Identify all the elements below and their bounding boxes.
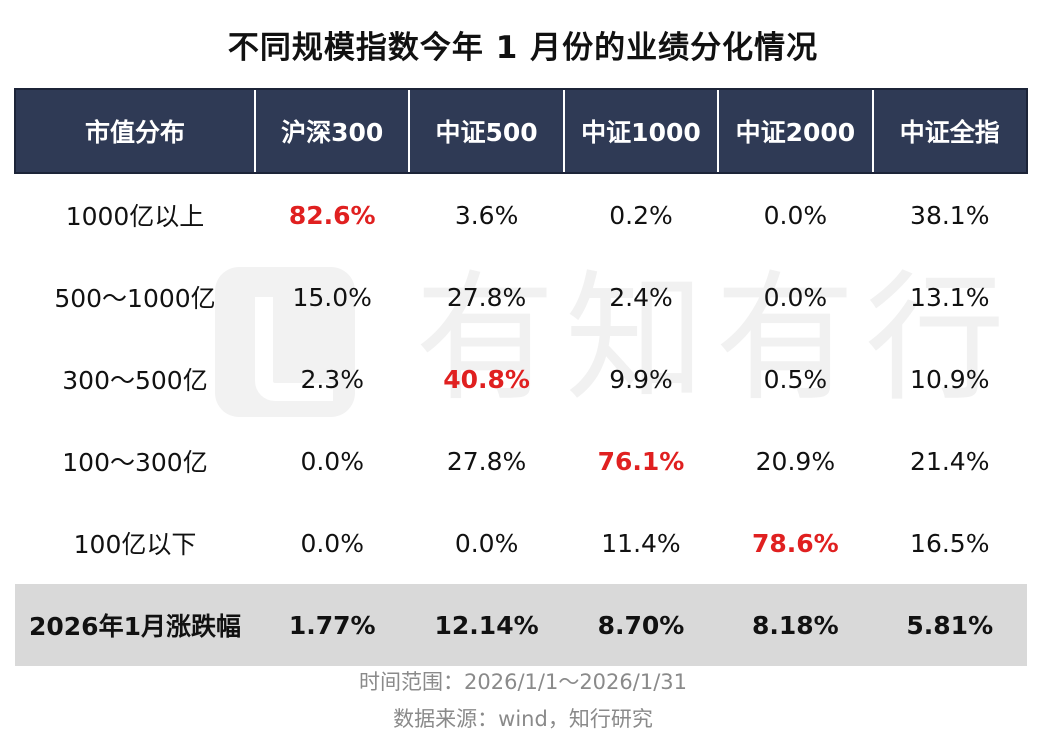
page-title: 不同规模指数今年 1 月份的业绩分化情况 [227, 30, 819, 66]
table-cell: 0.0% [300, 446, 364, 476]
row-label: 500～1000亿 [54, 284, 216, 313]
table-cell: 27.8% [446, 446, 527, 476]
column-header: 中证500 [408, 88, 564, 174]
table-cell: 21.4% [910, 446, 990, 476]
table-cell: 11.4% [601, 528, 681, 558]
table-row: 100～300亿 0.0% 27.8% 76.1% 20.9% 21.4% [15, 420, 1027, 502]
data-table: 市值分布 沪深300 中证500 中证1000 中证2000 中证全指 1000… [14, 88, 1028, 666]
row-label: 100亿以下 [73, 530, 197, 559]
table-cell: 82.6% [288, 200, 376, 230]
column-header: 市值分布 [14, 88, 255, 174]
table-cell: 1.77% [255, 584, 410, 666]
table-cell: 0.0% [763, 282, 828, 312]
column-header: 中证全指 [871, 88, 1028, 174]
table-cell: 5.81% [872, 584, 1027, 666]
table-cell: 2.4% [609, 282, 673, 312]
table-cell: 13.1% [910, 282, 990, 312]
row-label: 100～300亿 [62, 448, 208, 477]
table-cell: 8.18% [718, 584, 873, 666]
table-cell: 8.70% [563, 584, 719, 666]
table-cell: 27.8% [446, 282, 527, 312]
table-row: 300～500亿 2.3% 40.8% 9.9% 0.5% 10.9% [15, 338, 1027, 420]
table-cell: 0.0% [763, 200, 828, 230]
footer-time-range: 时间范围：2026/1/1～2026/1/31 [359, 670, 687, 694]
table-cell: 2.3% [300, 364, 364, 394]
table-cell: 40.8% [443, 364, 530, 394]
table-row: 100亿以下 0.0% 0.0% 11.4% 78.6% 16.5% [15, 502, 1027, 584]
row-label: 1000亿以上 [65, 202, 205, 231]
table-cell: 12.14% [409, 584, 564, 666]
column-header: 中证2000 [717, 88, 873, 174]
table-cell: 0.5% [763, 364, 828, 394]
row-label: 300～500亿 [62, 366, 208, 395]
table-cell: 0.2% [609, 200, 673, 230]
table-row: 500～1000亿 15.0% 27.8% 2.4% 0.0% 13.1% [15, 256, 1027, 338]
column-header: 中证1000 [562, 88, 719, 174]
table-cell: 0.0% [454, 528, 519, 558]
footer-source: 数据来源：wind，知行研究 [393, 707, 653, 731]
table-cell: 10.9% [910, 364, 990, 394]
table-cell: 15.0% [292, 282, 372, 312]
table-cell: 0.0% [300, 528, 364, 558]
column-header: 沪深300 [253, 88, 410, 174]
table-cell: 3.6% [454, 200, 519, 230]
table-cell: 9.9% [609, 364, 673, 394]
table-cell: 78.6% [752, 528, 839, 558]
header-row: 市值分布 沪深300 中证500 中证1000 中证2000 中证全指 [14, 88, 1028, 174]
table-row: 1000亿以上 82.6% 3.6% 0.2% 0.0% 38.1% [15, 173, 1027, 256]
row-label: 2026年1月涨跌幅 [15, 584, 255, 666]
table-cell: 76.1% [597, 446, 685, 476]
table-cell: 38.1% [910, 200, 990, 230]
table-cell: 16.5% [910, 528, 990, 558]
total-row: 2026年1月涨跌幅 1.77% 12.14% 8.70% 8.18% 5.81% [15, 584, 1027, 666]
table-cell: 20.9% [755, 446, 836, 476]
